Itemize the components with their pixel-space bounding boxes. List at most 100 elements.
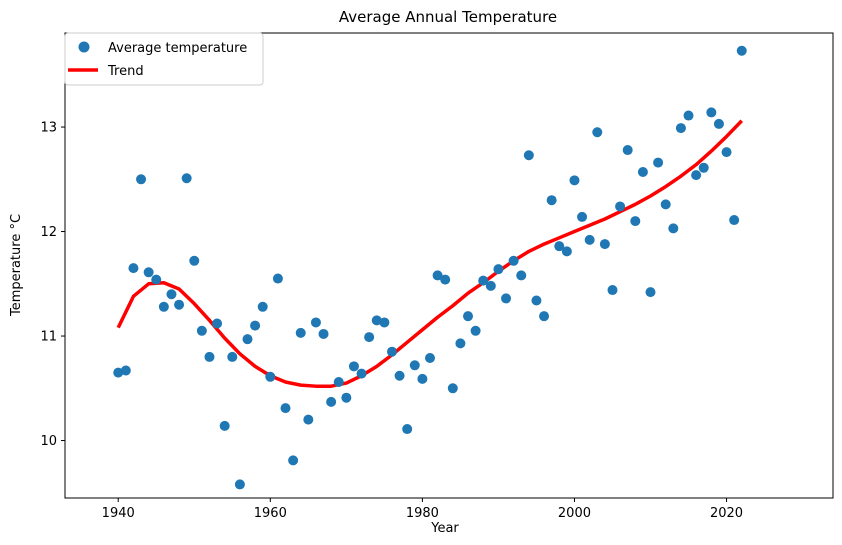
data-point — [622, 145, 633, 156]
data-point — [379, 317, 390, 328]
data-point — [341, 392, 352, 403]
y-axis-label: Temperature °C — [9, 214, 24, 317]
data-point — [455, 338, 466, 349]
plot-frame — [64, 32, 834, 499]
data-point — [691, 170, 702, 181]
data-point — [212, 318, 223, 329]
data-point — [181, 173, 192, 184]
data-point — [630, 216, 641, 227]
data-point — [409, 360, 420, 371]
data-point — [432, 270, 443, 281]
data-point — [501, 293, 512, 304]
data-point — [318, 328, 329, 339]
axes-ticks: 1940 1960 1980 2000 2020 10 11 12 13 — [40, 121, 743, 521]
data-point — [561, 246, 572, 257]
data-point — [204, 351, 215, 362]
x-axis-label: Year — [430, 521, 459, 536]
trend-layer — [116, 119, 744, 388]
data-point — [257, 301, 268, 312]
data-point — [660, 199, 671, 210]
data-point — [478, 275, 489, 286]
legend-scatter-marker — [78, 41, 90, 53]
data-point — [447, 383, 458, 394]
data-point — [516, 270, 527, 281]
data-point — [721, 147, 732, 158]
data-point — [607, 285, 618, 296]
data-point — [356, 368, 367, 379]
data-point — [713, 118, 724, 129]
data-point — [668, 223, 679, 234]
data-point — [120, 365, 131, 376]
data-point — [653, 157, 664, 168]
data-point — [592, 127, 603, 138]
data-point — [637, 166, 648, 177]
data-point — [402, 424, 413, 435]
data-point — [136, 174, 147, 185]
data-point — [546, 195, 557, 206]
data-point — [493, 264, 504, 275]
data-point — [128, 263, 139, 274]
data-point — [196, 325, 207, 336]
data-point — [113, 367, 124, 378]
data-point — [174, 299, 185, 310]
data-point — [272, 273, 283, 284]
data-point — [599, 239, 610, 250]
data-point — [189, 255, 200, 266]
data-point — [523, 150, 534, 161]
data-point — [234, 479, 245, 490]
data-point — [584, 234, 595, 245]
data-point — [531, 295, 542, 306]
chart-title: Average Annual Temperature — [339, 8, 557, 26]
data-point — [615, 201, 626, 212]
x-tick-label: 2000 — [558, 506, 591, 521]
data-point — [219, 420, 230, 431]
data-point — [485, 280, 496, 291]
y-tick-label: 12 — [40, 225, 57, 240]
trend-line — [116, 119, 744, 388]
legend-box — [64, 32, 264, 86]
data-point — [569, 175, 580, 186]
data-point — [250, 320, 261, 331]
data-point — [265, 371, 276, 382]
data-point — [440, 274, 451, 285]
y-tick-label: 11 — [40, 330, 57, 345]
data-point — [326, 396, 337, 407]
x-tick-label: 1980 — [406, 506, 439, 521]
x-tick-label: 1940 — [102, 506, 135, 521]
legend: Average temperature Trend — [64, 32, 264, 86]
data-point — [539, 311, 550, 322]
data-point — [288, 455, 299, 466]
data-point — [295, 327, 306, 338]
data-point — [364, 332, 375, 343]
y-tick-label: 13 — [40, 121, 57, 136]
data-point — [463, 311, 474, 322]
scatter-layer — [113, 45, 747, 490]
x-tick-label: 1960 — [254, 506, 287, 521]
data-point — [554, 241, 565, 252]
data-point — [698, 162, 709, 173]
data-point — [645, 287, 656, 298]
legend-label-trend: Trend — [107, 64, 144, 79]
x-tick-label: 2020 — [710, 506, 743, 521]
data-point — [242, 334, 253, 345]
data-point — [333, 377, 344, 388]
data-point — [158, 301, 169, 312]
data-point — [683, 110, 694, 121]
data-point — [166, 289, 177, 300]
data-point — [348, 361, 359, 372]
data-point — [143, 267, 154, 278]
data-point — [470, 325, 481, 336]
data-point — [151, 274, 162, 285]
data-point — [280, 403, 291, 414]
data-point — [386, 346, 397, 357]
data-point — [303, 414, 314, 425]
data-point — [729, 215, 740, 226]
data-point — [736, 45, 747, 56]
data-point — [675, 123, 686, 134]
legend-label-average-temperature: Average temperature — [108, 41, 247, 56]
data-point — [310, 317, 321, 328]
data-point — [577, 211, 588, 222]
data-point — [371, 315, 382, 326]
